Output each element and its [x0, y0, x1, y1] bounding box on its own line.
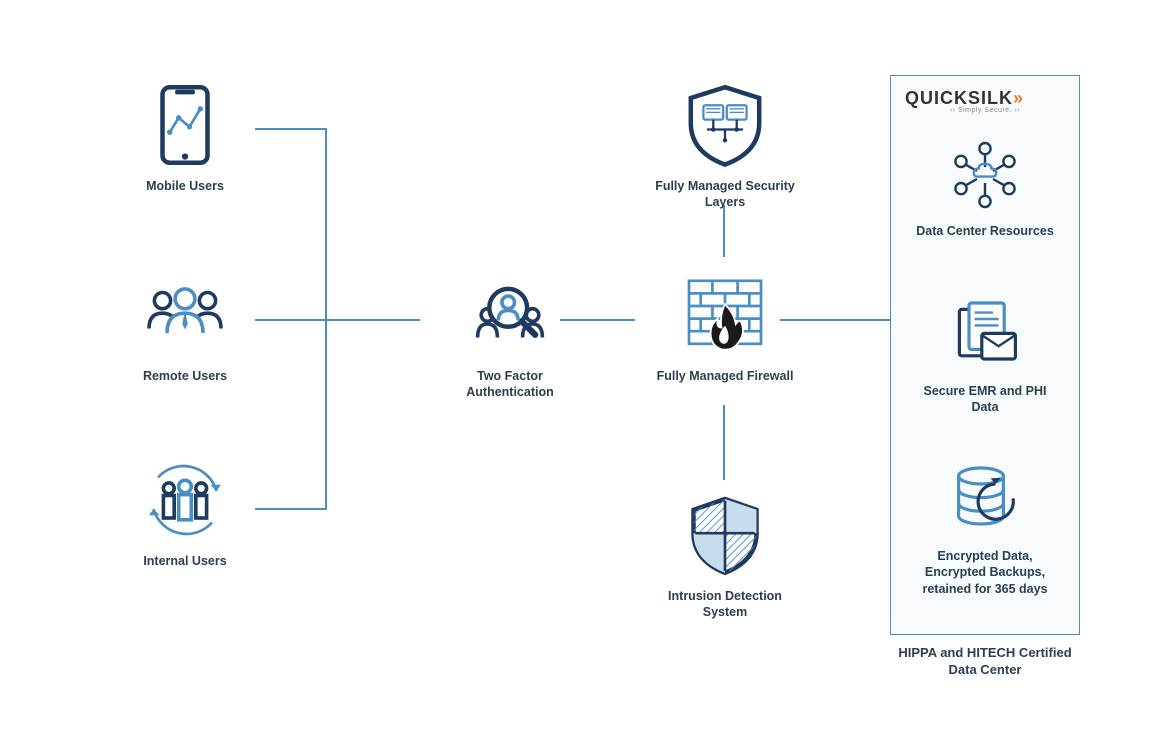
- node-datacenter-resources: Data Center Resources: [915, 135, 1055, 239]
- logo-text: QUICKSILK: [905, 88, 1013, 108]
- node-label: Mobile Users: [146, 178, 224, 194]
- documents-icon: [945, 295, 1025, 375]
- node-two-factor: Two Factor Authentication: [440, 270, 580, 401]
- node-label: Data Center Resources: [916, 223, 1054, 239]
- shield-servers-icon: [680, 80, 770, 170]
- datacenter-label: HIPPA and HITECH Certified Data Center: [890, 645, 1080, 679]
- people-group-icon: [140, 270, 230, 360]
- node-mobile-users: Mobile Users: [115, 80, 255, 194]
- database-cycle-icon: [945, 460, 1025, 540]
- shield-pattern-icon: [680, 490, 770, 580]
- cloud-network-icon: [945, 135, 1025, 215]
- connector: [723, 405, 725, 480]
- connector: [325, 319, 420, 321]
- connector: [255, 128, 325, 130]
- connector: [255, 319, 325, 321]
- magnify-person-icon: [465, 270, 555, 360]
- connector: [723, 205, 725, 257]
- node-secure-emr: Secure EMR and PHI Data: [915, 295, 1055, 416]
- node-label: Internal Users: [143, 553, 226, 569]
- quicksilk-logo: QUICKSILK» ‹‹ Simply Secure. ››: [905, 88, 1065, 114]
- node-internal-users: Internal Users: [115, 455, 255, 569]
- node-encrypted-data: Encrypted Data, Encrypted Backups, retai…: [915, 460, 1055, 597]
- node-label: Secure EMR and PHI Data: [915, 383, 1055, 416]
- node-remote-users: Remote Users: [115, 270, 255, 384]
- connector: [780, 319, 890, 321]
- firewall-icon: [680, 270, 770, 360]
- node-security-layers: Fully Managed Security Layers: [655, 80, 795, 211]
- smartphone-chart-icon: [140, 80, 230, 170]
- node-label: Encrypted Data, Encrypted Backups, retai…: [915, 548, 1055, 597]
- node-label: Two Factor Authentication: [440, 368, 580, 401]
- logo-accent: »: [1013, 88, 1024, 108]
- node-intrusion-detection: Intrusion Detection System: [655, 490, 795, 621]
- people-cycle-icon: [140, 455, 230, 545]
- node-firewall: Fully Managed Firewall: [655, 270, 795, 384]
- node-label: Remote Users: [143, 368, 227, 384]
- node-label: Fully Managed Firewall: [657, 368, 794, 384]
- node-label: Fully Managed Security Layers: [655, 178, 795, 211]
- connector: [255, 508, 325, 510]
- node-label: Intrusion Detection System: [655, 588, 795, 621]
